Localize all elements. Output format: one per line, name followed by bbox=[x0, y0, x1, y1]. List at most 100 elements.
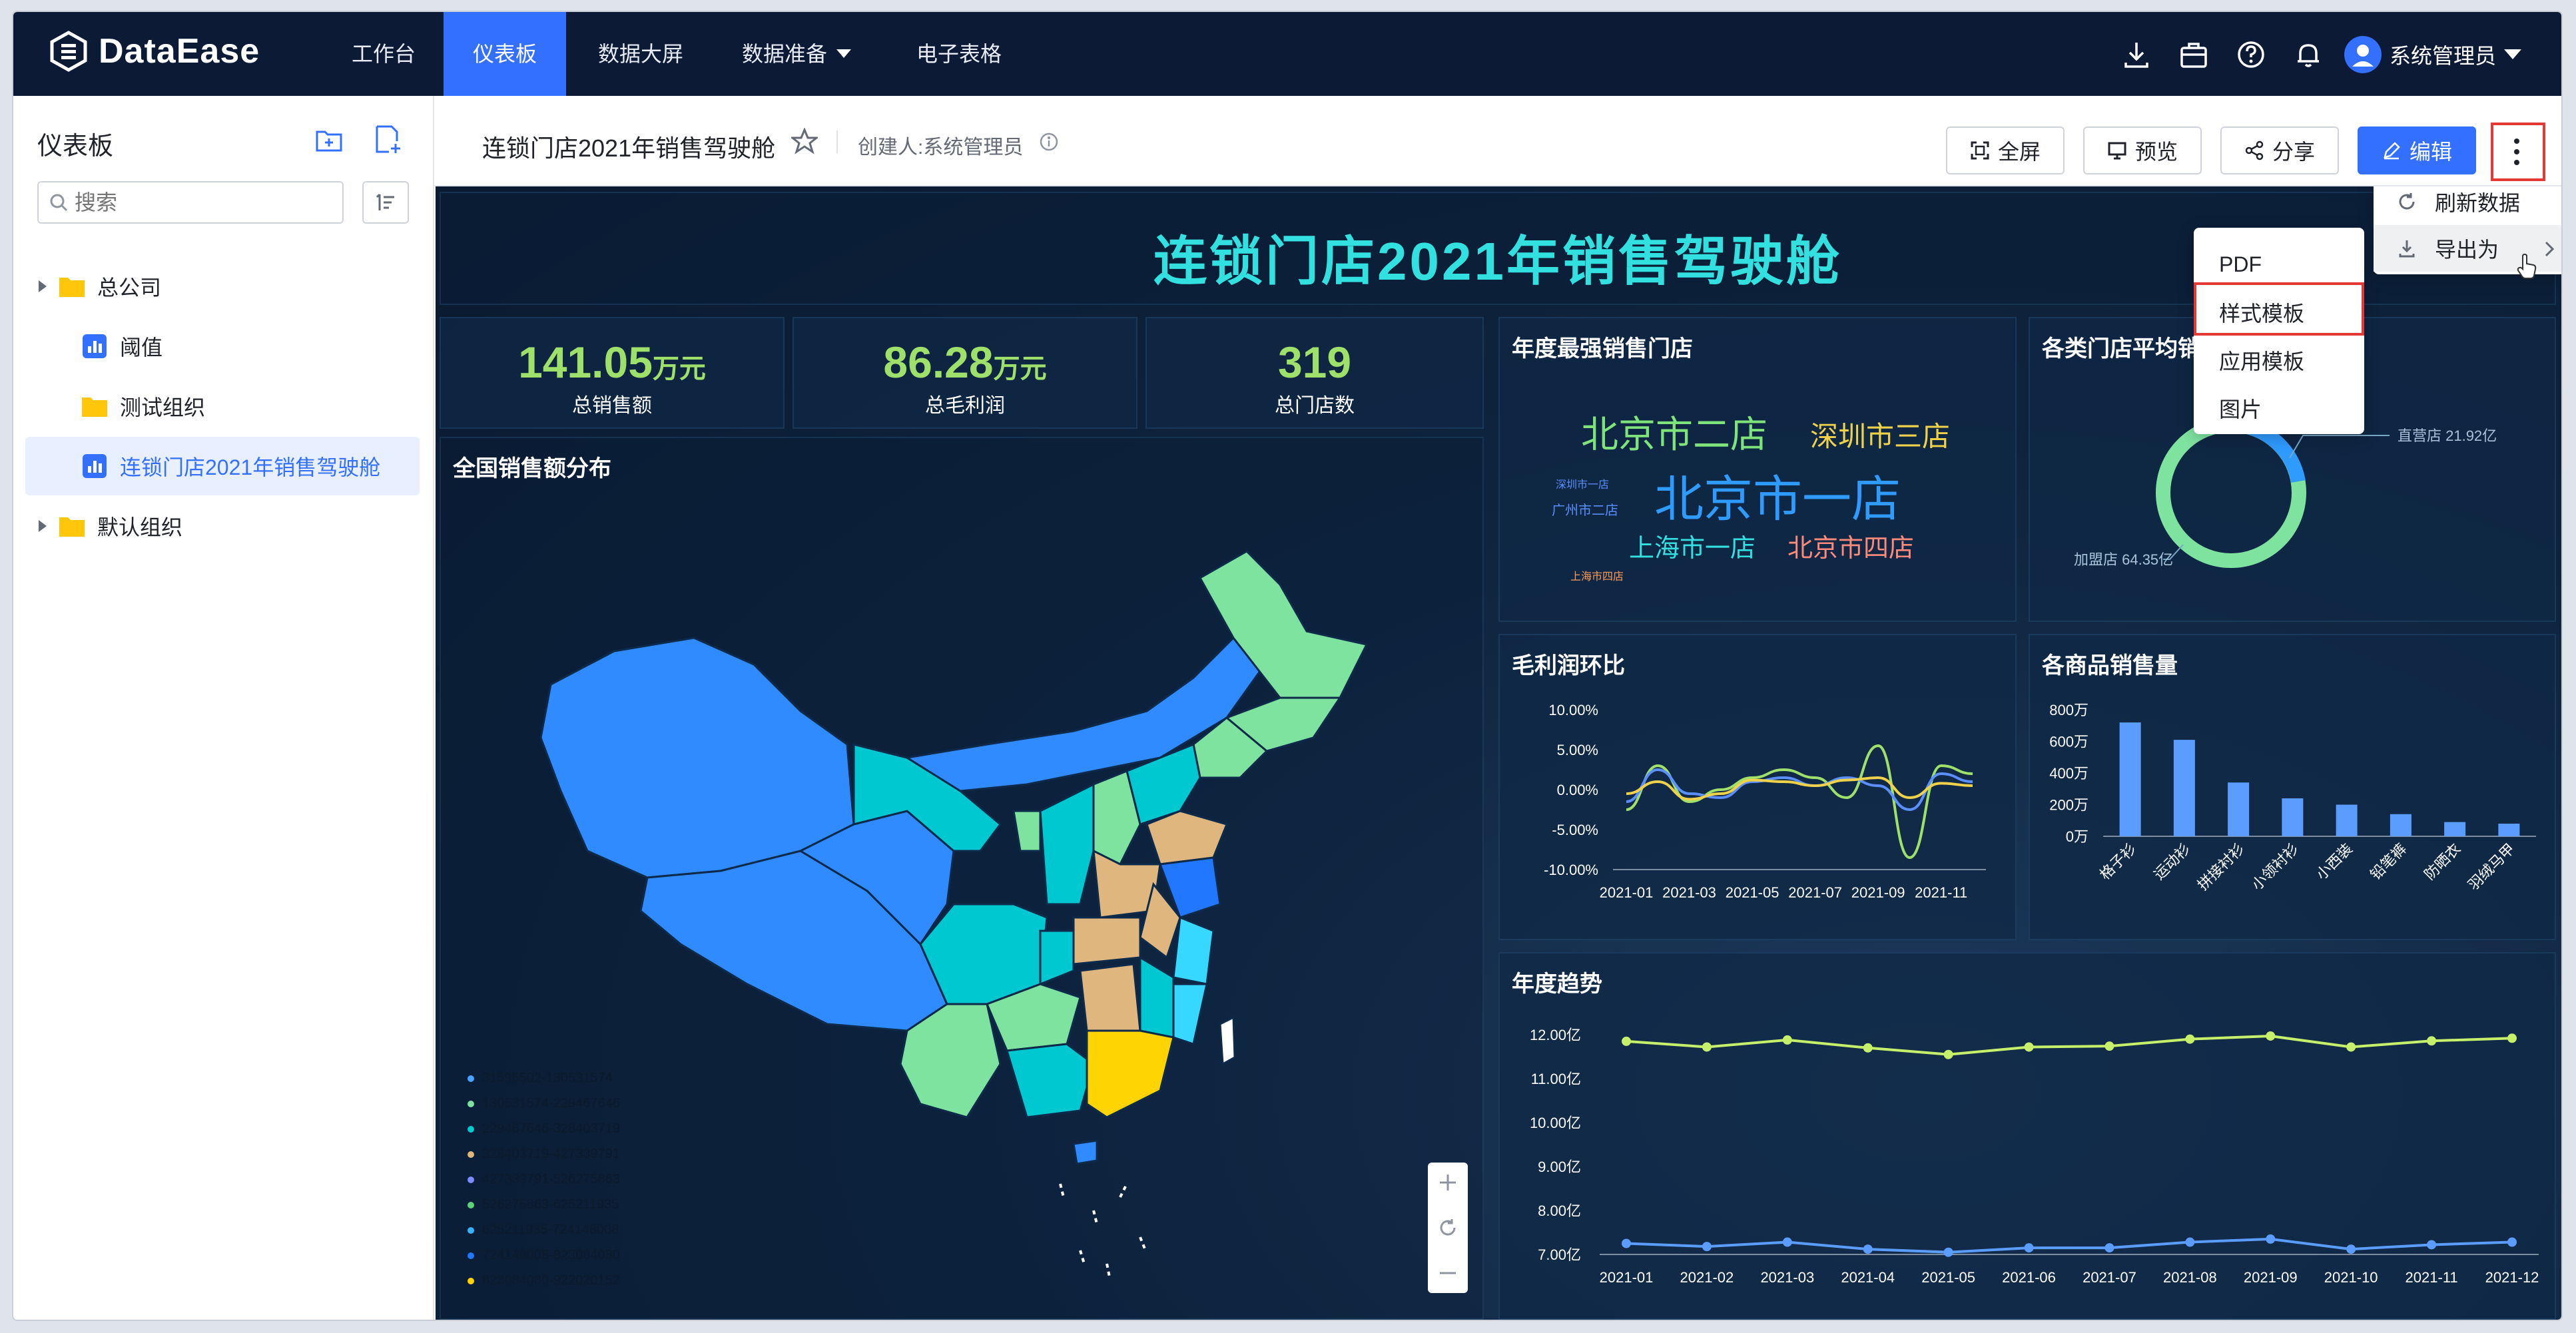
region-hubei bbox=[1072, 916, 1141, 965]
export-style-template-item[interactable]: 样式模板 bbox=[2194, 289, 2364, 336]
tree-item-threshold[interactable]: 阈值 bbox=[25, 317, 420, 376]
kpi-store-count: 319 总门店数 bbox=[1145, 317, 1484, 429]
data-point bbox=[2024, 1243, 2034, 1253]
fullscreen-label: 全屏 bbox=[1997, 140, 2041, 164]
fullscreen-button[interactable]: 全屏 bbox=[1946, 127, 2065, 174]
help-icon[interactable] bbox=[2232, 36, 2270, 73]
export-app-template-item[interactable]: 应用模板 bbox=[2194, 337, 2364, 384]
legend-dot bbox=[468, 1151, 474, 1158]
legend-item[interactable]: 526275863-625211935 bbox=[468, 1197, 619, 1212]
series-line-0 bbox=[1626, 1034, 2513, 1056]
nav-data-prep[interactable]: 数据准备 bbox=[742, 12, 852, 96]
expand-arrow-icon[interactable] bbox=[36, 519, 49, 533]
legend-item[interactable]: 724148008-823084080 bbox=[468, 1248, 620, 1263]
zoom-in-icon[interactable] bbox=[1437, 1172, 1458, 1193]
zoom-out-icon[interactable] bbox=[1437, 1262, 1458, 1284]
data-point bbox=[2427, 1036, 2437, 1046]
dataease-logo[interactable]: DataEase bbox=[48, 31, 260, 72]
preview-button[interactable]: 预览 bbox=[2083, 127, 2202, 174]
region-zhejiang bbox=[1172, 916, 1215, 985]
search-input[interactable] bbox=[73, 189, 329, 216]
refresh-data-item[interactable]: 刷新数据 bbox=[2374, 186, 2561, 225]
tree-item-test-org[interactable]: 测试组织 bbox=[25, 377, 420, 435]
nav-workbench[interactable]: 工作台 bbox=[352, 12, 416, 96]
export-image-item[interactable]: 图片 bbox=[2194, 385, 2364, 431]
download-icon[interactable] bbox=[2118, 36, 2155, 73]
data-point bbox=[1943, 1247, 1953, 1257]
legend-item[interactable]: 31595502-130531574 bbox=[468, 1071, 613, 1086]
x-tick-label: 2021-07 bbox=[1788, 884, 1842, 901]
kpi-total-sales: 141.05万元 总销售额 bbox=[440, 317, 785, 429]
legend-dot bbox=[468, 1100, 474, 1107]
donut-label: 加盟店 64.35亿 bbox=[2074, 551, 2173, 568]
star-icon[interactable] bbox=[791, 128, 818, 154]
kpi-value: 86.28万元 bbox=[794, 337, 1136, 388]
tree-item-label: 默认组织 bbox=[97, 515, 183, 539]
legend-dot bbox=[468, 1176, 474, 1183]
x-tick-label: 2021-03 bbox=[1662, 884, 1716, 901]
x-tick-label: 羽绒马甲 bbox=[2465, 840, 2518, 894]
menu-item-label: 刷新数据 bbox=[2435, 191, 2521, 215]
legend-item[interactable]: 328403719-427339791 bbox=[468, 1147, 620, 1162]
region-hainan bbox=[1072, 1139, 1098, 1165]
reset-icon[interactable] bbox=[1437, 1217, 1458, 1238]
share-button[interactable]: 分享 bbox=[2220, 127, 2339, 174]
toolbox-icon[interactable] bbox=[2175, 36, 2212, 73]
region-yunnan bbox=[899, 1003, 1002, 1119]
data-point bbox=[1863, 1244, 1873, 1254]
x-tick-label: 2021-05 bbox=[1726, 884, 1779, 901]
x-tick-label: 2021-08 bbox=[2163, 1269, 2217, 1286]
user-menu[interactable]: 系统管理员 bbox=[2344, 36, 2522, 73]
y-tick-label: 600万 bbox=[2049, 734, 2089, 750]
nav-dashboard[interactable]: 仪表板 bbox=[444, 12, 566, 96]
data-point bbox=[1702, 1242, 1712, 1252]
legend-item[interactable]: 427339791-526275863 bbox=[468, 1172, 620, 1187]
more-options-button[interactable] bbox=[2492, 123, 2541, 180]
info-icon[interactable] bbox=[1039, 132, 1059, 152]
more-vertical-icon bbox=[2514, 138, 2519, 165]
legend-item[interactable]: 229467646-328403719 bbox=[468, 1121, 620, 1137]
profit-mom-chart[interactable]: 10.00% 5.00% 0.00% -5.00% -10.00%2021-01 2021… bbox=[1500, 635, 2018, 941]
tree-item-label: 测试组织 bbox=[120, 396, 206, 419]
bell-icon[interactable] bbox=[2290, 36, 2327, 73]
avatar bbox=[2344, 36, 2382, 73]
legend-item[interactable]: 625211935-724148008 bbox=[468, 1222, 619, 1238]
sidebar-title: 仪表板 bbox=[37, 133, 114, 160]
kpi-number: 319 bbox=[1277, 338, 1352, 387]
tree-item-label: 阈值 bbox=[120, 336, 163, 360]
nav-spreadsheet[interactable]: 电子表格 bbox=[916, 12, 1002, 96]
expand-arrow-icon[interactable] bbox=[36, 279, 49, 294]
export-as-item[interactable]: 导出为 bbox=[2374, 225, 2561, 272]
x-tick-label: 拼接衬衫 bbox=[2194, 840, 2248, 894]
data-point bbox=[2507, 1033, 2517, 1043]
tree-item-head-office[interactable]: 总公司 bbox=[25, 257, 420, 316]
edit-label: 编辑 bbox=[2409, 140, 2452, 164]
profit-mom-title: 毛利润环比 bbox=[1512, 653, 1625, 678]
new-dashboard-icon[interactable] bbox=[373, 124, 402, 154]
legend-item[interactable]: 823084080-922020152 bbox=[468, 1273, 620, 1288]
edit-button[interactable]: 编辑 bbox=[2358, 127, 2476, 174]
kpi-label: 总毛利润 bbox=[925, 395, 1005, 417]
kpi-unit: 万元 bbox=[993, 354, 1047, 384]
y-tick-label: 7.00亿 bbox=[1538, 1246, 1581, 1263]
south-sea-islands bbox=[1059, 1183, 1147, 1278]
legend-item[interactable]: 130531574-229467646 bbox=[468, 1096, 620, 1111]
tree-item-chain-store-dashboard[interactable]: 连锁门店2021年销售驾驶舱 bbox=[25, 437, 420, 495]
china-map[interactable] bbox=[441, 478, 1485, 1320]
nav-data-prep-label: 数据准备 bbox=[742, 42, 828, 66]
download-icon bbox=[2399, 240, 2415, 258]
search-field[interactable] bbox=[37, 181, 344, 224]
bar bbox=[2282, 798, 2304, 836]
x-tick-label: 2021-01 bbox=[1600, 884, 1654, 901]
search-icon bbox=[50, 194, 68, 212]
nav-data-screen[interactable]: 数据大屏 bbox=[598, 12, 683, 96]
tree-item-default-org[interactable]: 默认组织 bbox=[25, 497, 420, 555]
export-pdf-item[interactable]: PDF bbox=[2194, 241, 2364, 288]
new-folder-icon[interactable] bbox=[314, 125, 344, 154]
bar bbox=[2444, 822, 2466, 836]
y-tick-label: 11.00亿 bbox=[1531, 1071, 1581, 1087]
annual-trend-chart[interactable]: 12.00亿 11.00亿 10.00亿 9.00亿 8.00亿 7.00亿 2021-01… bbox=[1500, 953, 2557, 1320]
edit-pencil-icon bbox=[2384, 142, 2400, 160]
sort-button[interactable] bbox=[362, 181, 409, 224]
